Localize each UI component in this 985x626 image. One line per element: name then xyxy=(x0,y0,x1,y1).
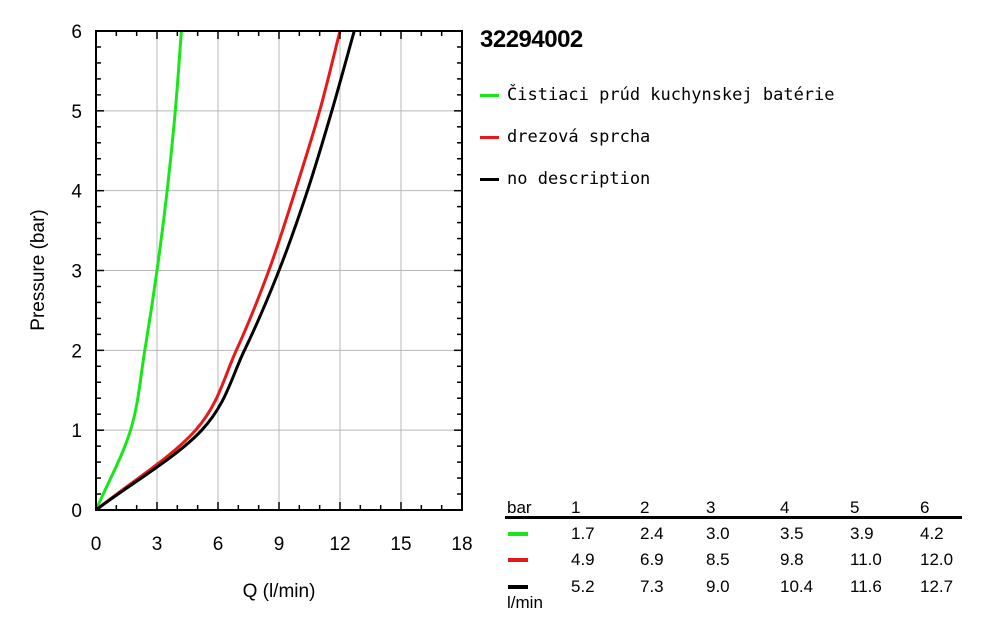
table-header-cell: 4 xyxy=(780,498,790,517)
table-cell: 2.4 xyxy=(640,524,664,543)
table-header-cell: 6 xyxy=(920,498,930,517)
legend-swatch xyxy=(480,136,499,139)
table-cell: 6.9 xyxy=(640,550,664,569)
series-line-0 xyxy=(96,31,183,510)
legend-swatch xyxy=(480,94,499,97)
y-tick-labels: 0 1 2 3 4 5 6 xyxy=(71,22,82,522)
table-cell: 3.5 xyxy=(780,524,804,543)
legend-label: Čistiaci prúd kuchynskej batérie xyxy=(507,85,835,105)
series-line-2 xyxy=(96,31,356,510)
table-header-cell: 5 xyxy=(850,498,860,517)
table-unit-label: l/min xyxy=(507,593,543,612)
legend-label: drezová sprcha xyxy=(507,127,651,147)
table-cell: 7.3 xyxy=(640,577,664,596)
table-header-cell: 3 xyxy=(706,498,716,517)
legend-swatch xyxy=(480,178,499,181)
y-tick-label: 5 xyxy=(71,102,82,123)
x-tick-label: 3 xyxy=(152,534,163,555)
x-tick-label: 6 xyxy=(213,534,224,555)
flow-table: bar 1 2 3 4 5 6 1.7 2.4 3.0 3.5 3.9 4.2 … xyxy=(505,497,963,617)
x-tick-label: 18 xyxy=(451,534,472,555)
series-line-1 xyxy=(96,31,342,510)
table-cell: 9.8 xyxy=(780,550,804,569)
table-cell: 11.6 xyxy=(850,577,882,596)
table-header-cell: 1 xyxy=(571,498,581,517)
table-cell: 3.9 xyxy=(850,524,874,543)
table-row-swatch xyxy=(508,558,528,562)
chart-curves xyxy=(96,31,356,510)
x-tick-label: 15 xyxy=(390,534,411,555)
table-row-swatch xyxy=(508,532,528,536)
table-cell: 4.9 xyxy=(571,550,595,569)
x-tick-label: 12 xyxy=(329,534,350,555)
table-header-cell: 2 xyxy=(640,498,650,517)
x-axis-title: Q (l/min) xyxy=(243,581,316,602)
table-divider xyxy=(505,516,962,519)
table-row-swatch xyxy=(508,585,528,589)
table-header-label: bar xyxy=(507,498,532,517)
y-tick-label: 3 xyxy=(71,262,82,283)
table-cell: 3.0 xyxy=(706,524,730,543)
y-tick-label: 4 xyxy=(71,182,82,203)
x-tick-label: 0 xyxy=(91,534,102,555)
table-cell: 11.0 xyxy=(850,550,882,569)
x-tick-label: 9 xyxy=(274,534,285,555)
x-tick-labels: 0 3 6 9 12 15 18 xyxy=(91,534,473,555)
y-tick-label: 6 xyxy=(71,22,82,43)
table-cell: 12.7 xyxy=(920,577,954,596)
table-cell: 5.2 xyxy=(571,577,595,596)
chart-grid xyxy=(96,31,462,510)
chart-title: 32294002 xyxy=(480,26,583,53)
table-cell: 9.0 xyxy=(706,577,730,596)
table-cell: 1.7 xyxy=(571,524,595,543)
minor-ticks xyxy=(95,30,463,511)
y-tick-label: 2 xyxy=(71,341,82,362)
table-cell: 8.5 xyxy=(706,550,730,569)
legend-label: no description xyxy=(507,169,651,189)
table-cell: 12.0 xyxy=(920,550,954,569)
y-tick-label: 1 xyxy=(71,421,82,442)
y-axis-title: Pressure (bar) xyxy=(28,209,49,330)
table-cell: 4.2 xyxy=(920,524,944,543)
table-cell: 10.4 xyxy=(780,577,814,596)
y-tick-label: 0 xyxy=(71,501,82,522)
